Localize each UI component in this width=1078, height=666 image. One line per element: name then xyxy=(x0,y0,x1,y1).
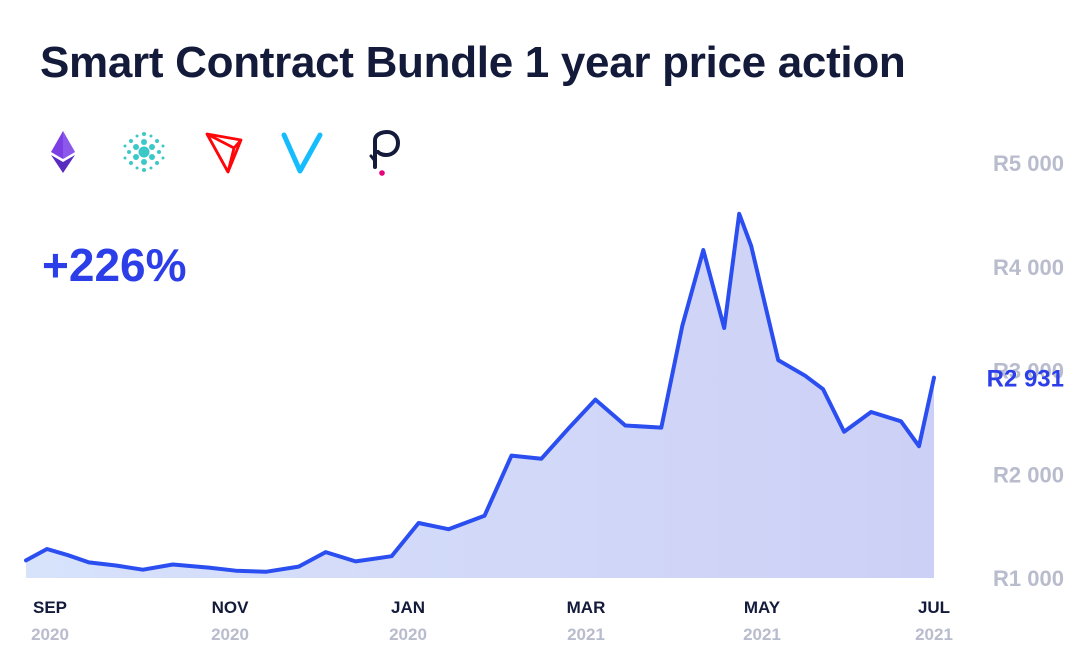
x-tick-year: 2021 xyxy=(743,625,781,644)
price-point xyxy=(539,457,543,461)
price-point xyxy=(623,423,627,427)
price-point xyxy=(749,244,753,248)
price-point xyxy=(899,419,903,423)
price-point xyxy=(680,324,684,328)
price-point xyxy=(593,398,597,402)
price-point xyxy=(114,564,118,568)
price-point xyxy=(24,558,28,562)
price-point xyxy=(234,569,238,573)
price-line xyxy=(24,211,936,574)
cardano-icon xyxy=(123,132,165,172)
price-point xyxy=(87,560,91,564)
x-tick-month: MAR xyxy=(567,598,606,617)
price-point xyxy=(566,427,570,431)
price-point xyxy=(297,565,301,569)
current-value-label: R2 931 xyxy=(987,366,1064,393)
price-point xyxy=(803,374,807,378)
x-tick-month: JUL xyxy=(918,598,950,617)
price-point xyxy=(821,387,825,391)
price-points xyxy=(24,212,936,574)
x-tick-month: NOV xyxy=(212,598,250,617)
price-point xyxy=(171,563,175,567)
tron-icon xyxy=(205,132,243,174)
price-point xyxy=(842,430,846,434)
price-point xyxy=(390,554,394,558)
price-point xyxy=(776,358,780,362)
x-tick-year: 2020 xyxy=(31,625,69,644)
price-point xyxy=(447,527,451,531)
price-point xyxy=(324,550,328,554)
y-tick-label: R5 000 xyxy=(993,151,1064,176)
polkadot-icon xyxy=(369,129,401,176)
price-point xyxy=(932,376,936,380)
x-tick-year: 2021 xyxy=(567,625,605,644)
x-tick-month: JAN xyxy=(391,598,425,617)
price-point xyxy=(737,212,741,216)
price-point xyxy=(66,553,70,557)
y-tick-label: R4 000 xyxy=(993,255,1064,280)
price-point xyxy=(207,566,211,570)
y-tick-label: R1 000 xyxy=(993,566,1064,591)
ethereum-icon xyxy=(51,131,75,173)
price-point xyxy=(141,568,145,572)
price-point xyxy=(869,410,873,414)
price-point xyxy=(722,326,726,330)
percent-change: +226% xyxy=(42,239,187,291)
price-point xyxy=(264,570,268,574)
y-tick-label: R3 000 xyxy=(993,359,1064,384)
x-tick-year: 2020 xyxy=(389,625,427,644)
price-area xyxy=(26,213,934,579)
vechain-icon xyxy=(281,132,323,174)
y-tick-label: R2 000 xyxy=(993,462,1064,487)
price-point xyxy=(354,559,358,563)
chart-title: Smart Contract Bundle 1 year price actio… xyxy=(40,38,906,87)
price-point xyxy=(45,547,49,551)
x-tick-month: MAY xyxy=(744,598,781,617)
price-point xyxy=(417,521,421,525)
price-point xyxy=(659,426,663,430)
price-point xyxy=(701,248,705,252)
price-point xyxy=(509,454,513,458)
x-tick-month: SEP xyxy=(33,598,67,617)
y-axis: R1 000 R2 000 R3 000 R4 000 R5 000 xyxy=(993,151,1064,591)
x-tick-year: 2021 xyxy=(915,625,953,644)
price-point xyxy=(917,444,921,448)
x-axis: SEP 2020 NOV 2020 JAN 2020 MAR 2021 MAY 2021 JUL 20… xyxy=(31,598,953,644)
price-point xyxy=(482,514,486,518)
x-tick-year: 2020 xyxy=(211,625,249,644)
